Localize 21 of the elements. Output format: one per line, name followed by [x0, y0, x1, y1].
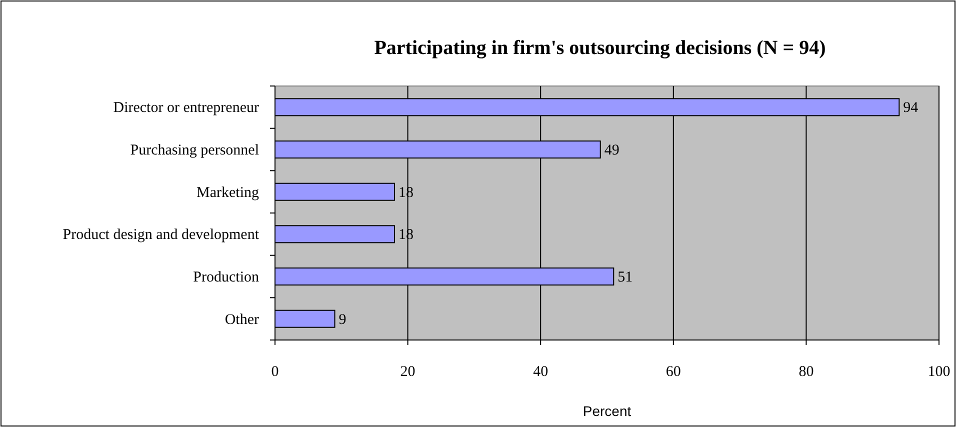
data-label: 9 — [338, 312, 346, 328]
x-tick-label: 100 — [928, 364, 950, 380]
y-tick-label: Purchasing personnel — [130, 142, 259, 158]
y-tick-label: Marketing — [196, 184, 260, 201]
data-label: 51 — [618, 270, 633, 286]
x-axis-title: Percent — [582, 403, 632, 419]
y-tick-label: Product design and development — [62, 227, 260, 244]
y-tick-label: Director or entrepreneur — [113, 100, 259, 116]
bar — [274, 225, 396, 244]
x-tick-label: 60 — [666, 364, 681, 380]
bar — [274, 310, 336, 328]
y-tick-label: Other — [224, 312, 259, 328]
x-tick-label: 0 — [271, 364, 279, 380]
data-label: 49 — [604, 142, 620, 158]
bar — [274, 182, 396, 201]
x-tick-label: 40 — [533, 364, 548, 380]
data-label: 94 — [903, 100, 919, 116]
chart-title: Participating in firm's outsourcing decisions (N = 94) — [374, 37, 826, 59]
x-tick-label: 20 — [400, 364, 416, 380]
y-tick-label: Production — [193, 270, 260, 286]
x-tick-label: 80 — [798, 364, 814, 380]
